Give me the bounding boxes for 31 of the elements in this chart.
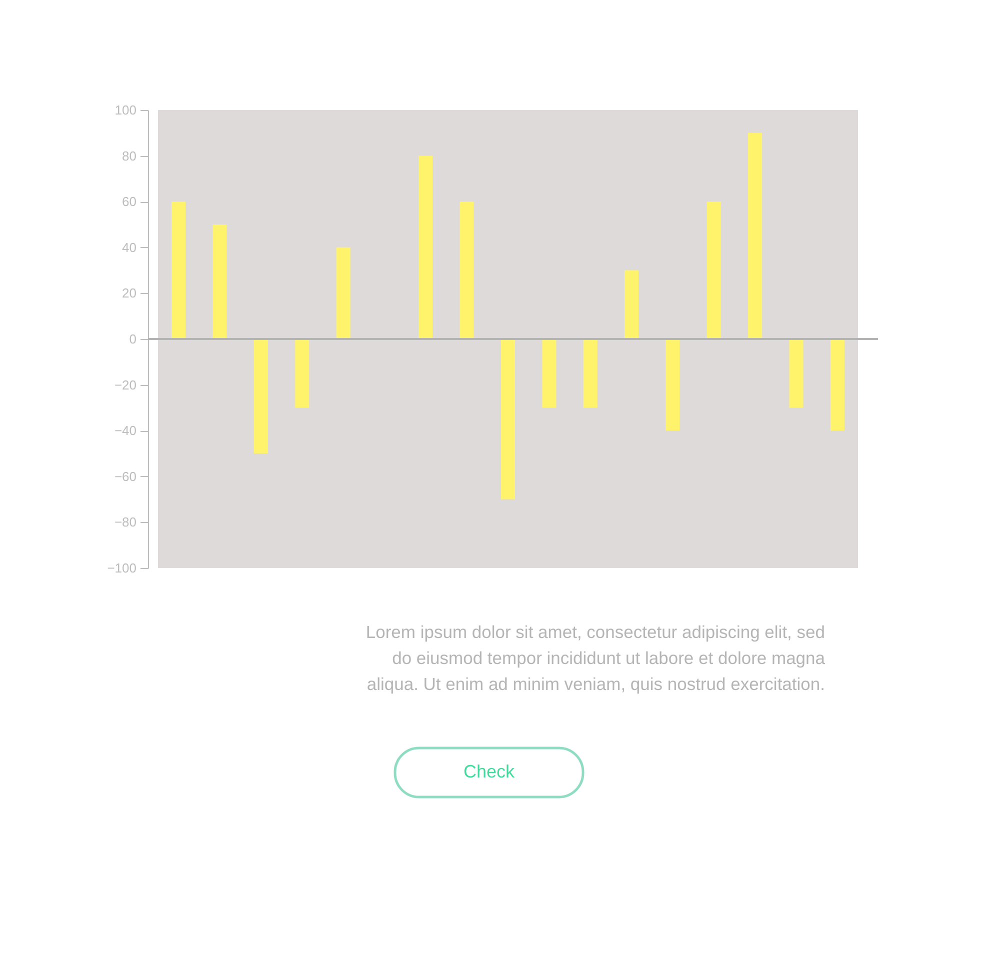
bar [666, 339, 680, 431]
text: do eiusmod tempor incididunt ut labore et dolore magna [392, 648, 826, 668]
y-tick-label: −100 [107, 560, 136, 576]
bar [583, 339, 598, 408]
bar [336, 247, 350, 339]
y-tick-label: 80 [122, 148, 136, 164]
y-tick-label: −80 [114, 514, 136, 530]
bar [789, 339, 804, 408]
bar [748, 132, 762, 339]
y-tick-label: −20 [114, 377, 136, 392]
bar [460, 202, 474, 339]
bar [295, 339, 310, 408]
y-tick-label: 20 [122, 286, 136, 301]
text: Check [463, 762, 516, 782]
y-tick-label: 60 [122, 194, 136, 210]
y-tick-label: 40 [122, 240, 136, 255]
bar [706, 202, 721, 339]
bar [212, 224, 227, 339]
bar [830, 339, 844, 431]
bar [501, 339, 515, 500]
y-tick-label: −40 [114, 423, 136, 438]
y-tick-label: −60 [114, 468, 136, 484]
y-tick-label: 100 [114, 102, 136, 118]
bar [418, 156, 433, 339]
text: Lorem ipsum dolor sit amet, consectetur adipiscing elit, sed [366, 622, 825, 642]
bar [624, 270, 639, 339]
y-tick-label: 0 [129, 332, 136, 346]
text: aliqua. Ut enim ad minim veniam, quis nostrud exercitation. [366, 674, 825, 694]
bar [254, 339, 268, 454]
bar [172, 202, 186, 339]
bar [542, 339, 556, 408]
